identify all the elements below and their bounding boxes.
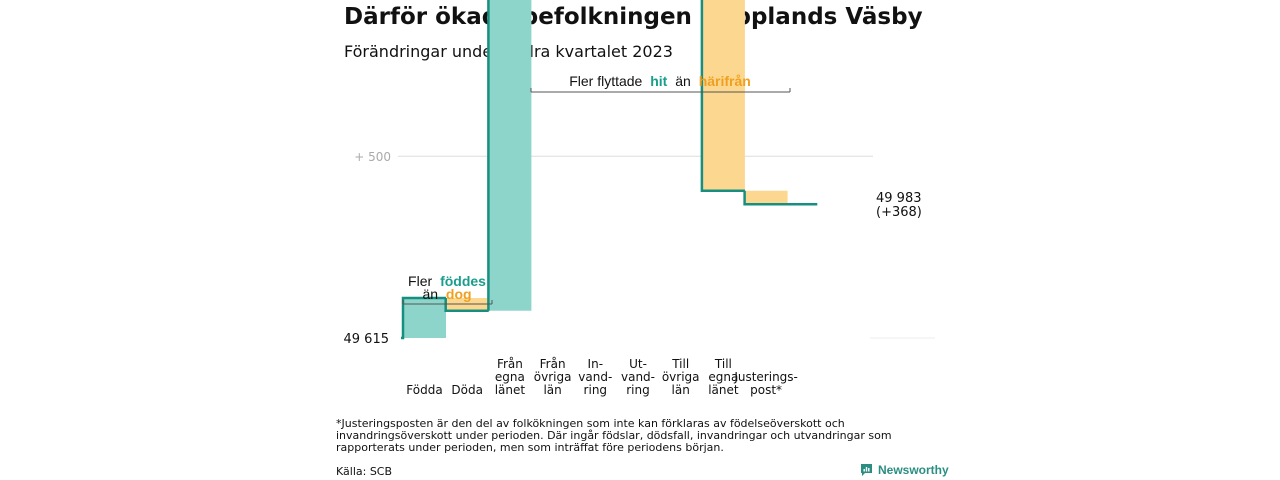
end-value-label: 49 983 xyxy=(876,191,922,206)
births-annotation-line1: Fler föddes xyxy=(408,273,486,289)
annotations: Fler föddes än dog Fler flyttade hit än … xyxy=(402,73,791,305)
y-tick-label-0: + 500 xyxy=(354,150,391,164)
migration-annotation: Fler flyttade hit än härifrån xyxy=(569,73,751,89)
chart-title: Därför ökade befolkningen i Upplands Väs… xyxy=(344,4,923,30)
bars xyxy=(403,0,788,338)
category-label-4: In-vand-ring xyxy=(578,357,612,397)
births-annotation-highlight2: dog xyxy=(446,286,472,302)
bar-0 xyxy=(403,298,446,338)
gridlines: + 500+1 000 xyxy=(354,150,935,339)
category-label-5: Ut-vand-ring xyxy=(621,357,655,397)
category-label-0: Födda xyxy=(406,383,442,397)
category-label-6: Till övriga län xyxy=(662,357,700,397)
births-annotation-prefix: Fler xyxy=(408,273,432,289)
category-label-3: Från övriga län xyxy=(534,357,572,397)
migration-annotation-highlight2: härifrån xyxy=(699,73,751,89)
category-label-7: Till egna länet xyxy=(708,357,739,397)
births-annotation-line2: än dog xyxy=(422,286,471,302)
migration-annotation-prefix: Fler flyttade xyxy=(569,73,642,89)
category-label-8: Justerings-post* xyxy=(733,370,798,397)
cumulative-line xyxy=(401,0,818,340)
bar-7 xyxy=(701,0,745,191)
source-label: Källa: SCB xyxy=(336,465,393,478)
newsworthy-logo-icon xyxy=(861,464,872,476)
bar-8 xyxy=(744,190,788,205)
brand-name: Newsworthy xyxy=(878,463,949,477)
bar-2 xyxy=(488,0,532,311)
labels: 49 615 Födda Döda Från egna länet Från övriga lä… xyxy=(344,191,922,397)
base-value-label: 49 615 xyxy=(344,332,390,347)
category-label-2: Från egna länet xyxy=(495,357,526,397)
footnote: *Justeringsposten är den del av folkökni… xyxy=(336,417,892,454)
births-annotation-middle: än xyxy=(422,286,438,302)
births-annotation-highlight: föddes xyxy=(440,273,486,289)
end-change-label: (+368) xyxy=(876,205,922,220)
migration-annotation-middle: än xyxy=(675,73,691,89)
migration-annotation-highlight: hit xyxy=(650,73,667,89)
step-line xyxy=(401,0,818,340)
brand-logo: Newsworthy xyxy=(860,463,949,477)
category-label-1: Döda xyxy=(451,383,483,397)
waterfall-chart: + 500+1 000 49 615 Födda Döda Frånegnalänet… xyxy=(344,0,935,397)
